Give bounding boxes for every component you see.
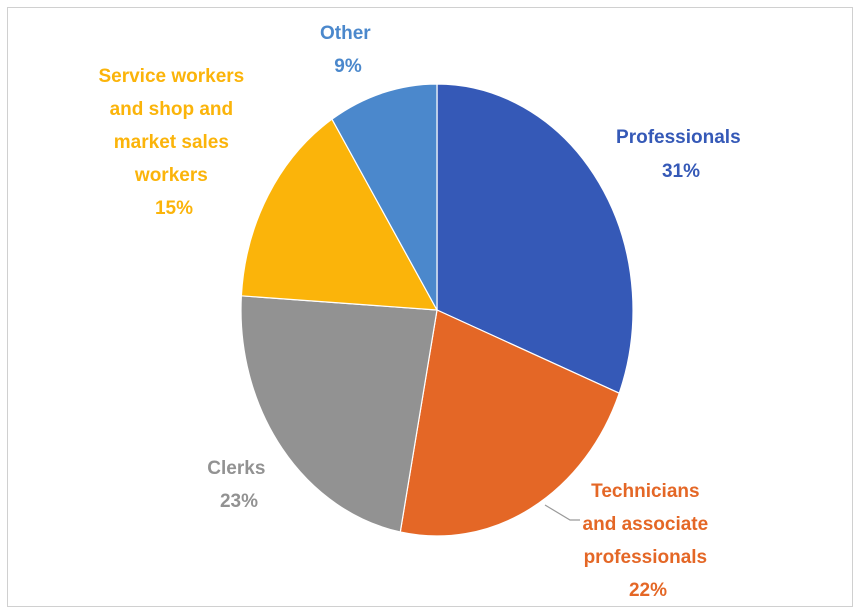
label-technicians: Technicians and associate professionals …: [583, 481, 714, 601]
label-clerks: Clerks 23%: [207, 458, 270, 512]
label-technicians-line1: Technicians: [591, 481, 699, 502]
label-service-workers-line4: workers: [134, 165, 208, 186]
label-professionals-value: 31%: [662, 161, 700, 182]
label-clerks-name: Clerks: [207, 458, 265, 479]
pie-slices: [240, 83, 634, 537]
pie-slice-service-workers: [240, 118, 439, 311]
label-technicians-line2: and associate: [583, 514, 709, 535]
label-service-workers-line3: market sales: [114, 132, 229, 153]
label-professionals-name: Professionals: [616, 127, 741, 148]
pie-slice-technicians: [399, 309, 620, 537]
chart-area: [7, 7, 853, 607]
pie-slice-clerks: [240, 295, 438, 533]
pie-slice-other: [331, 83, 438, 311]
label-service-workers: Service workers and shop and market sale…: [98, 66, 249, 219]
label-other: Other 9%: [320, 23, 376, 77]
label-service-workers-value: 15%: [155, 198, 193, 219]
label-technicians-line3: professionals: [584, 547, 708, 568]
label-other-name: Other: [320, 23, 371, 44]
label-clerks-value: 23%: [220, 491, 258, 512]
label-technicians-value: 22%: [629, 580, 667, 601]
label-other-value: 9%: [334, 56, 362, 77]
pie-slice-professionals: [436, 83, 634, 395]
label-service-workers-line2: and shop and: [110, 99, 234, 120]
label-professionals: Professionals 31%: [616, 127, 746, 182]
leader-line-technicians: [544, 504, 580, 521]
label-service-workers-line1: Service workers: [98, 66, 244, 87]
